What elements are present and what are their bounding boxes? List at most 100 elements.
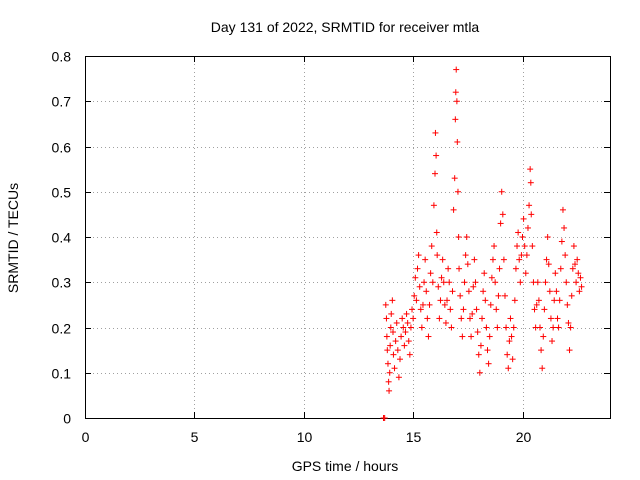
data-point [522,270,529,277]
data-point [576,288,583,295]
data-point [558,238,565,245]
data-point [572,261,578,268]
data-point [554,315,561,322]
y-tick-label: 0.2 [52,321,72,337]
data-point [434,252,441,259]
data-point [457,292,464,299]
data-point [430,202,437,209]
data-point [470,283,477,290]
data-point [428,243,435,250]
data-point [455,234,462,240]
data-point [452,116,459,123]
data-point [559,206,566,213]
data-point [458,315,465,322]
data-point [394,347,401,354]
data-point [497,220,504,227]
data-point [566,347,573,354]
data-point [540,333,547,340]
data-point [386,369,393,376]
data-point [545,261,552,268]
data-point [552,270,559,277]
y-axis-label: SRMTID / TECUs [5,183,21,293]
data-point [395,374,402,381]
data-point [577,274,584,281]
data-point [402,329,409,336]
data-point [526,202,533,209]
data-point [573,279,580,286]
data-point [383,333,390,340]
data-point [537,324,543,331]
plot-frame [85,56,611,419]
data-point [384,347,391,354]
data-point [489,256,496,263]
data-point [384,360,391,367]
data-point [527,179,534,186]
data-point [401,342,408,349]
data-point [393,319,400,326]
data-point [563,279,570,286]
data-point [484,347,491,354]
data-point [409,306,416,313]
data-point [427,270,434,277]
data-point [414,265,421,272]
data-point [389,297,396,304]
x-tick-label: 5 [191,429,199,445]
data-point [553,288,560,295]
data-point [578,283,585,290]
data-point [411,292,418,299]
data-point [565,319,572,326]
data-point [505,365,512,372]
data-point [387,342,394,349]
data-point [562,252,569,259]
y-tick-label: 0 [63,411,71,427]
data-point [549,338,556,345]
data-point [494,324,501,331]
data-point [488,274,495,281]
data-point [421,279,428,286]
data-point [397,356,403,363]
data-point [415,252,422,259]
data-point [432,129,439,136]
data-point [533,301,540,308]
data-point [574,256,581,263]
data-point [492,279,499,286]
data-point [551,297,558,304]
data-point [433,229,440,236]
data-point [461,279,468,286]
data-point [509,356,516,363]
data-point [412,274,419,281]
data-point [512,265,519,272]
data-point [575,270,582,277]
data-point [447,306,454,313]
data-point [433,152,440,159]
data-point [452,89,459,96]
data-point [468,333,475,340]
data-point [465,288,472,295]
data-point [517,279,524,286]
data-point [568,292,575,299]
data-point [403,310,410,317]
data-point [477,342,484,349]
data-point [425,333,432,340]
data-point [390,351,397,358]
x-tick-label: 15 [406,429,422,445]
y-tick-label: 0.4 [52,230,72,246]
data-point [417,306,424,313]
data-point [543,256,550,263]
data-point [406,351,413,358]
data-point [507,315,514,322]
data-point [388,310,395,317]
data-point [464,261,471,268]
data-point [423,288,430,295]
data-point [467,315,473,322]
data-point [462,252,469,259]
grid [85,56,610,418]
data-point [539,365,546,372]
y-tick-label: 0.8 [52,49,72,65]
data-point [440,279,447,286]
data-point [424,315,431,322]
data-point [496,265,503,272]
data-point [445,265,452,272]
data-point [399,315,406,322]
data-point [437,297,444,304]
